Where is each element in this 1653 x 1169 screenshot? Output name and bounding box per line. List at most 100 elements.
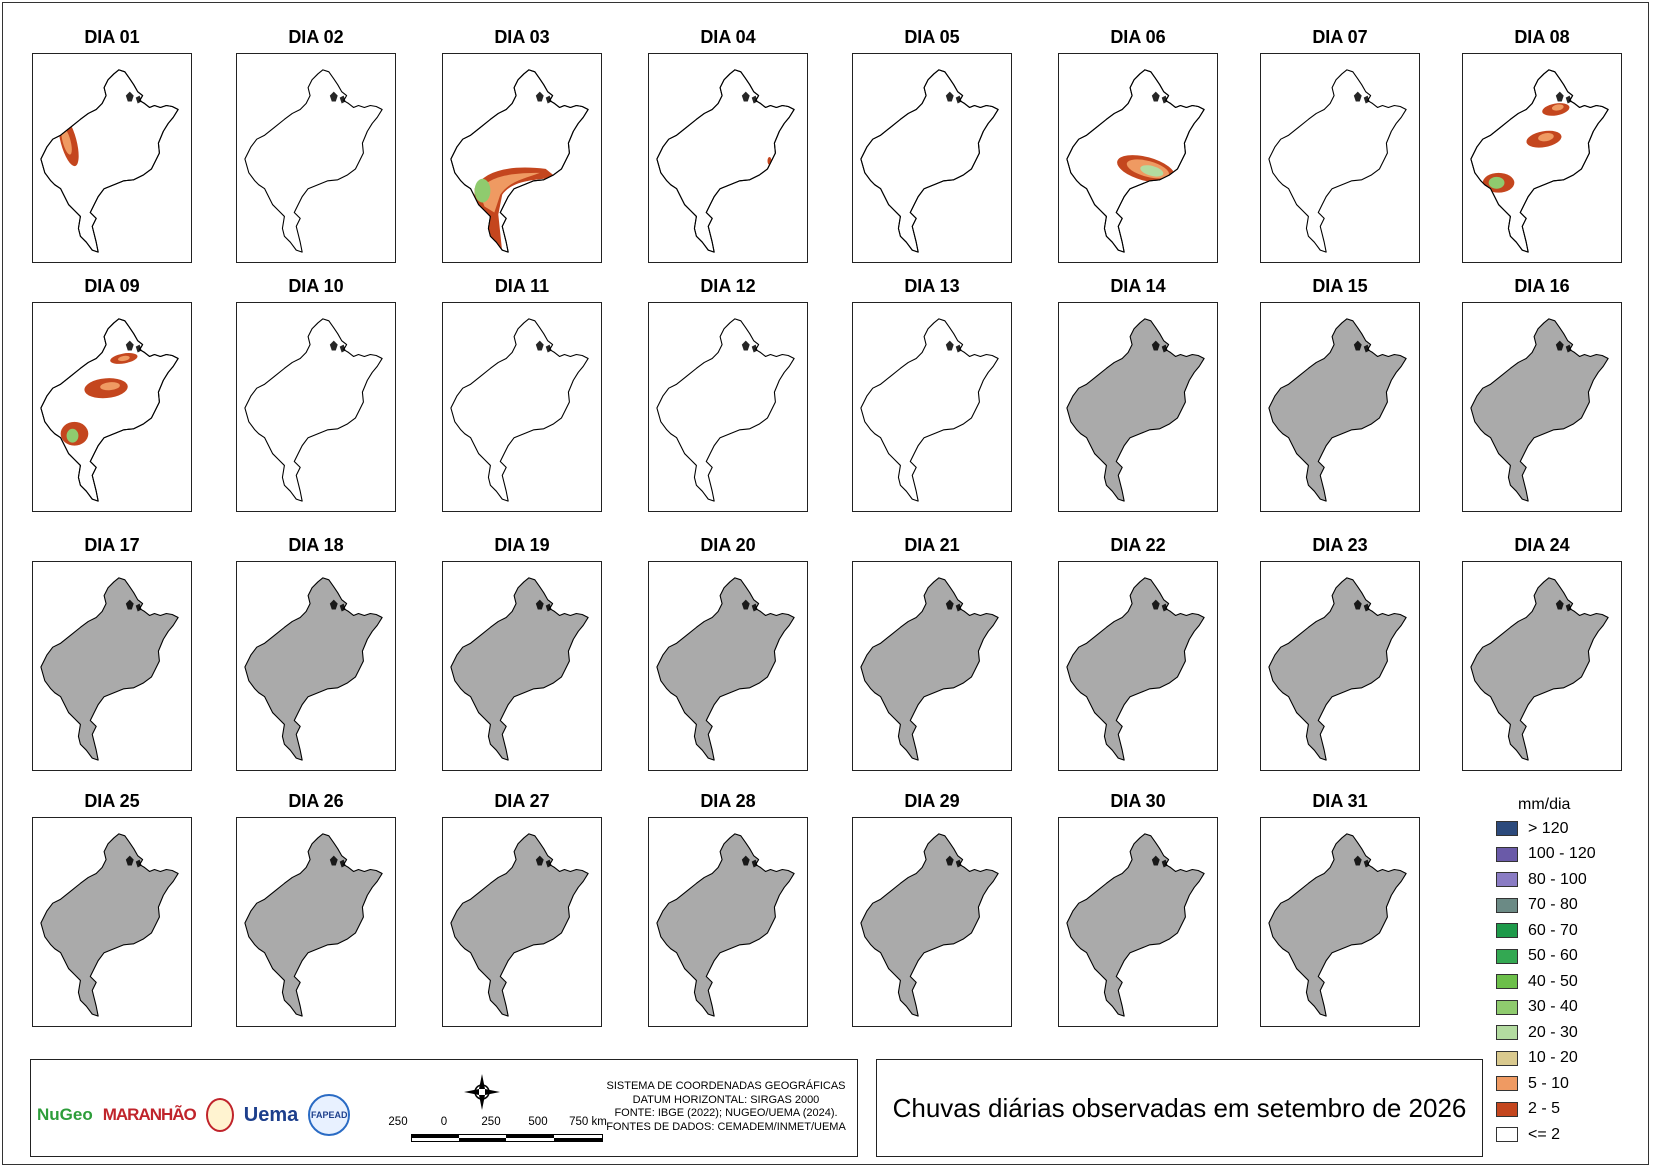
coastline-islands [1353,340,1370,353]
day-map [1058,53,1218,263]
legend-swatch [1496,1025,1518,1041]
legend-swatch [1496,897,1518,913]
legend-label: 40 - 50 [1528,972,1578,990]
legend-title: mm/dia [1518,796,1571,813]
state-outline [860,833,999,1017]
day-map-title: DIA 20 [700,535,756,555]
maranhao-state-map [40,577,179,761]
legend-item: 30 - 40 [1496,995,1636,1021]
day-map-panel: DIA 22 [1058,534,1218,771]
day-map-title: DIA 13 [904,276,960,296]
state-outline [656,833,795,1017]
maranhao-state-map [860,69,999,253]
maranhao-state-map [1470,318,1609,502]
maranhao-state-map [450,69,589,253]
maranhao-state-map [1268,833,1407,1017]
coastline-islands [329,91,346,104]
legend-item: > 120 [1496,816,1636,842]
day-map-title: DIA 28 [700,791,756,811]
maranhao-state-map [40,318,179,502]
day-map [236,817,396,1027]
day-map [236,561,396,771]
day-map-panel: DIA 25 [32,790,192,1027]
day-map [32,561,192,771]
state-outline [450,833,589,1017]
day-map-title: DIA 22 [1110,535,1166,555]
coastline-islands [1555,340,1572,353]
coastline-islands [741,599,758,612]
day-map-title: DIA 23 [1312,535,1368,555]
day-map [32,53,192,263]
coastline-islands [329,599,346,612]
coastline-islands [535,91,552,104]
scale-bar [411,1134,603,1142]
legend-items: > 120 100 - 120 80 - 100 70 - 80 60 - 70 50 -… [1496,816,1636,1148]
legend-swatch [1496,999,1518,1015]
day-map-panel: DIA 19 [442,534,602,771]
day-map-title: DIA 17 [84,535,140,555]
legend-item: 2 - 5 [1496,1097,1636,1123]
day-map [32,817,192,1027]
maranhao-state-map [656,318,795,502]
day-map [648,302,808,512]
maranhao-state-map [40,833,179,1017]
day-map-title: DIA 06 [1110,27,1166,47]
legend-item: 50 - 60 [1496,944,1636,970]
day-map-title: DIA 25 [84,791,140,811]
coastline-islands [535,599,552,612]
day-map-panel: DIA 02 [236,26,396,263]
coastline-islands [1353,599,1370,612]
coastline-islands [329,855,346,868]
rainfall-area [1488,176,1505,189]
state-outline [1268,833,1407,1017]
legend-label: 50 - 60 [1528,947,1578,965]
legend-label: 5 - 10 [1528,1074,1569,1092]
reference-info: SISTEMA DE COORDENADAS GEOGRÁFICAS DATUM… [606,1080,846,1134]
day-map [442,53,602,263]
maranhao-state-map [450,833,589,1017]
legend-label: <= 2 [1528,1125,1561,1143]
state-outline [244,69,383,253]
day-map-panel: DIA 17 [32,534,192,771]
state-outline [1268,69,1407,253]
maranhao-state-map [244,69,383,253]
state-outline [860,69,999,253]
legend-label: 2 - 5 [1528,1100,1561,1118]
legend-item: 40 - 50 [1496,969,1636,995]
day-map [852,302,1012,512]
state-outline [40,318,179,502]
maranhao-state-map [860,577,999,761]
day-map-panel: DIA 04 [648,26,808,263]
legend-item: 70 - 80 [1496,893,1636,919]
state-outline [1066,833,1205,1017]
day-map-title: DIA 21 [904,535,960,555]
state-outline [1470,318,1609,502]
state-outline [40,69,179,253]
title-box: Chuvas diárias observadas em setembro de… [876,1059,1483,1157]
day-map [1462,302,1622,512]
day-map [852,53,1012,263]
state-outline [244,833,383,1017]
day-map-panel: DIA 05 [852,26,1012,263]
maranhao-state-map [1268,577,1407,761]
maranhao-state-map [450,577,589,761]
scale-bar-label: 0 [440,1116,448,1128]
day-map [1058,561,1218,771]
day-map [648,561,808,771]
state-outline [656,69,795,253]
coastline-islands [1555,91,1572,104]
state-outline [40,833,179,1017]
coastline-islands [125,340,142,353]
coastline-islands [741,855,758,868]
maranhao-state-map [1268,318,1407,502]
coastline-islands [1353,855,1370,868]
day-map-panel: DIA 27 [442,790,602,1027]
day-map-panel: DIA 11 [442,275,602,512]
day-map-title: DIA 08 [1514,27,1570,47]
coastline-islands [329,340,346,353]
day-map [442,561,602,771]
day-map-title: DIA 31 [1312,791,1368,811]
state-outline [656,318,795,502]
legend-swatch [1496,846,1518,862]
